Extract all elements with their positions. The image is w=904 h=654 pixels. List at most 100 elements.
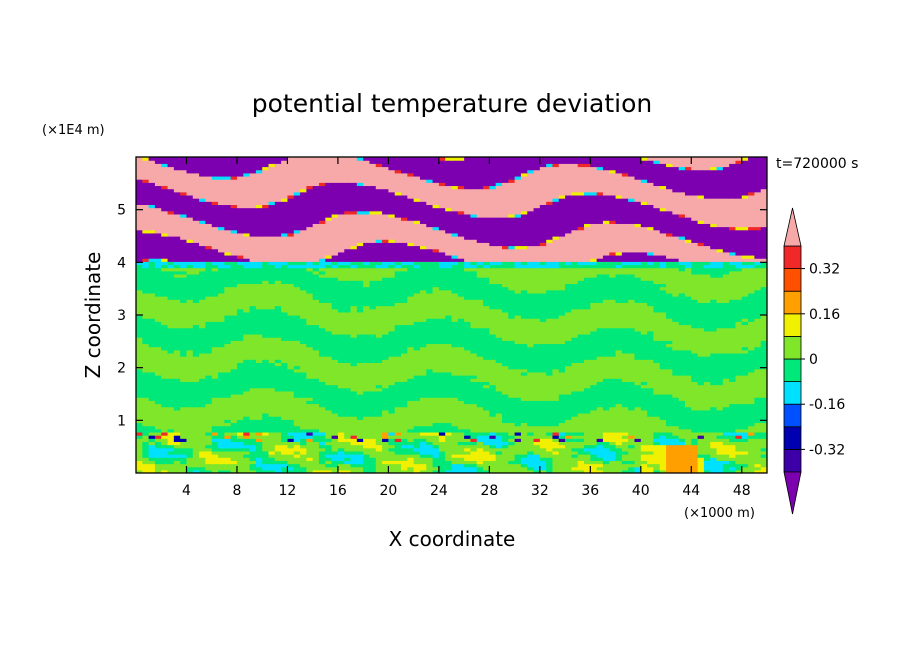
contour-cell [180,371,188,376]
contour-cell [249,378,257,382]
contour-cell [363,352,371,357]
contour-cell [287,378,295,382]
contour-cell [199,416,207,420]
contour-cell [218,409,225,414]
contour-cell [590,368,598,373]
contour-cell [741,368,749,373]
contour-cell [337,321,345,326]
contour-cell [520,400,528,405]
contour-cell [369,384,377,389]
contour-cell [268,438,276,442]
contour-cell [445,409,453,414]
contour-cell [318,460,326,465]
contour-cell [508,400,516,405]
contour-cell [666,397,673,401]
contour-cell [255,365,263,370]
contour-cell [262,463,270,468]
contour-cell [653,463,661,468]
contour-cell [609,381,617,386]
contour-cell [489,349,497,354]
contour-cell [293,441,301,446]
contour-cell [180,403,188,408]
contour-cell [325,337,333,341]
contour-cell [666,431,673,436]
contour-cell [255,381,263,386]
contour-cell [596,457,604,461]
contour-cell [729,333,737,338]
contour-cell [255,460,263,465]
contour-cell [167,337,175,341]
contour-cell [407,330,415,335]
contour-cell [451,362,459,367]
contour-cell [697,454,705,458]
contour-cell [628,365,636,370]
contour-cell [438,384,446,389]
contour-cell [426,315,434,319]
contour-cell [243,340,251,345]
contour-cell [653,435,661,439]
contour-cell [584,315,591,319]
contour-cell [703,412,711,417]
contour-cell [369,463,377,468]
contour-cell [697,447,705,452]
contour-cell [432,466,440,471]
contour-cell [640,466,648,471]
contour-cell [520,352,528,357]
contour-cell [602,340,610,345]
contour-cell [609,321,617,326]
contour-cell [533,349,541,354]
contour-cell [464,441,472,446]
contour-cell [501,412,509,417]
contour-cell [369,400,377,405]
contour-cell [199,356,207,360]
contour-cell [318,343,326,348]
contour-cell [735,409,743,414]
contour-cell [318,406,326,411]
contour-cell [306,431,314,436]
contour-cell [413,406,421,411]
contour-cell [666,337,673,341]
contour-cell [760,409,767,414]
contour-cell [451,403,459,408]
contour-cell [666,406,673,411]
contour-cell [653,343,661,348]
contour-cell [262,327,270,332]
contour-cell [609,419,617,424]
contour-cell [413,362,421,367]
contour-cell [476,457,484,461]
contour-cell [218,365,225,370]
contour-cell [577,460,585,465]
contour-cell [565,397,572,401]
contour-cell [609,387,617,392]
contour-cell [735,321,743,326]
contour-cell [571,406,579,411]
contour-cell [344,349,352,354]
contour-cell [754,384,762,389]
contour-cell [287,431,295,436]
contour-cell [394,397,402,401]
contour-cell [148,419,156,424]
contour-cell [691,359,699,363]
contour-cell [584,324,591,329]
contour-cell [722,406,730,411]
contour-cell [754,394,762,398]
contour-cell [136,390,143,395]
contour-cell [369,318,377,322]
contour-cell [653,444,661,449]
contour-cell [760,321,767,326]
contour-cell [609,406,617,411]
contour-cell [167,460,175,465]
contour-cell [703,444,711,449]
contour-cell [584,422,591,427]
contour-cell [558,324,566,329]
contour-cell [691,321,699,326]
contour-cell [136,431,143,436]
contour-cell [388,356,396,360]
contour-cell [407,400,415,405]
contour-cell [205,457,213,461]
contour-cell [489,425,497,430]
contour-cell [243,330,251,335]
contour-cell [640,454,648,458]
contour-cell [451,419,459,424]
contour-cell [571,327,579,332]
